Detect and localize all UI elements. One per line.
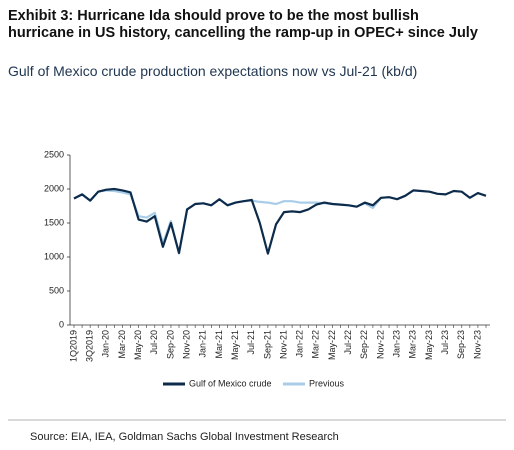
y-tick-label: 2000 bbox=[44, 183, 64, 193]
x-tick-label: Jul-20 bbox=[149, 330, 159, 355]
y-tick-label: 1000 bbox=[44, 251, 64, 261]
y-tick-label: 500 bbox=[49, 285, 64, 295]
x-tick-label: Jul-21 bbox=[246, 330, 256, 355]
chart-title: Exhibit 3: Hurricane Ida should prove to… bbox=[8, 8, 478, 41]
x-tick-label: Jul-22 bbox=[343, 330, 353, 355]
x-tick-label: Nov-20 bbox=[181, 330, 191, 359]
x-tick-label: Mar-22 bbox=[311, 330, 321, 359]
x-tick-label: May-21 bbox=[230, 330, 240, 360]
x-tick-label: Jul-23 bbox=[440, 330, 450, 355]
x-tick-label: Sep-21 bbox=[262, 330, 272, 359]
series-line bbox=[73, 187, 487, 255]
y-tick-label: 1500 bbox=[44, 217, 64, 227]
y-tick-label: 2500 bbox=[44, 149, 64, 159]
x-tick-label: Mar-21 bbox=[214, 330, 224, 359]
x-tick-label: Nov-22 bbox=[375, 330, 385, 359]
x-tick-label: Nov-23 bbox=[472, 330, 482, 359]
x-tick-label: Jan-22 bbox=[295, 330, 305, 358]
x-tick-label: May-20 bbox=[133, 330, 143, 360]
chart-subtitle: Gulf of Mexico crude production expectat… bbox=[8, 63, 418, 79]
x-tick-label: Mar-23 bbox=[408, 330, 418, 359]
x-tick-label: May-22 bbox=[327, 330, 337, 360]
x-tick-label: Sep-23 bbox=[456, 330, 466, 359]
x-tick-label: Mar-20 bbox=[117, 330, 127, 359]
x-tick-label: 1Q2019 bbox=[68, 330, 78, 362]
x-tick-label: Sep-22 bbox=[359, 330, 369, 359]
x-tick-label: Sep-20 bbox=[165, 330, 175, 359]
x-tick-label: Jan-20 bbox=[101, 330, 111, 358]
series-line bbox=[73, 189, 390, 255]
source: Source: EIA, IEA, Goldman Sachs Global I… bbox=[30, 431, 339, 443]
legend-label: Gulf of Mexico crude bbox=[189, 378, 272, 388]
y-tick-label: 0 bbox=[59, 319, 64, 329]
x-tick-label: 3Q2019 bbox=[85, 330, 95, 362]
x-tick-label: Jan-21 bbox=[198, 330, 208, 358]
legend-label: Previous bbox=[309, 378, 345, 388]
x-tick-label: Jan-23 bbox=[392, 330, 402, 358]
x-tick-label: May-23 bbox=[424, 330, 434, 360]
x-tick-label: Nov-21 bbox=[278, 330, 288, 359]
